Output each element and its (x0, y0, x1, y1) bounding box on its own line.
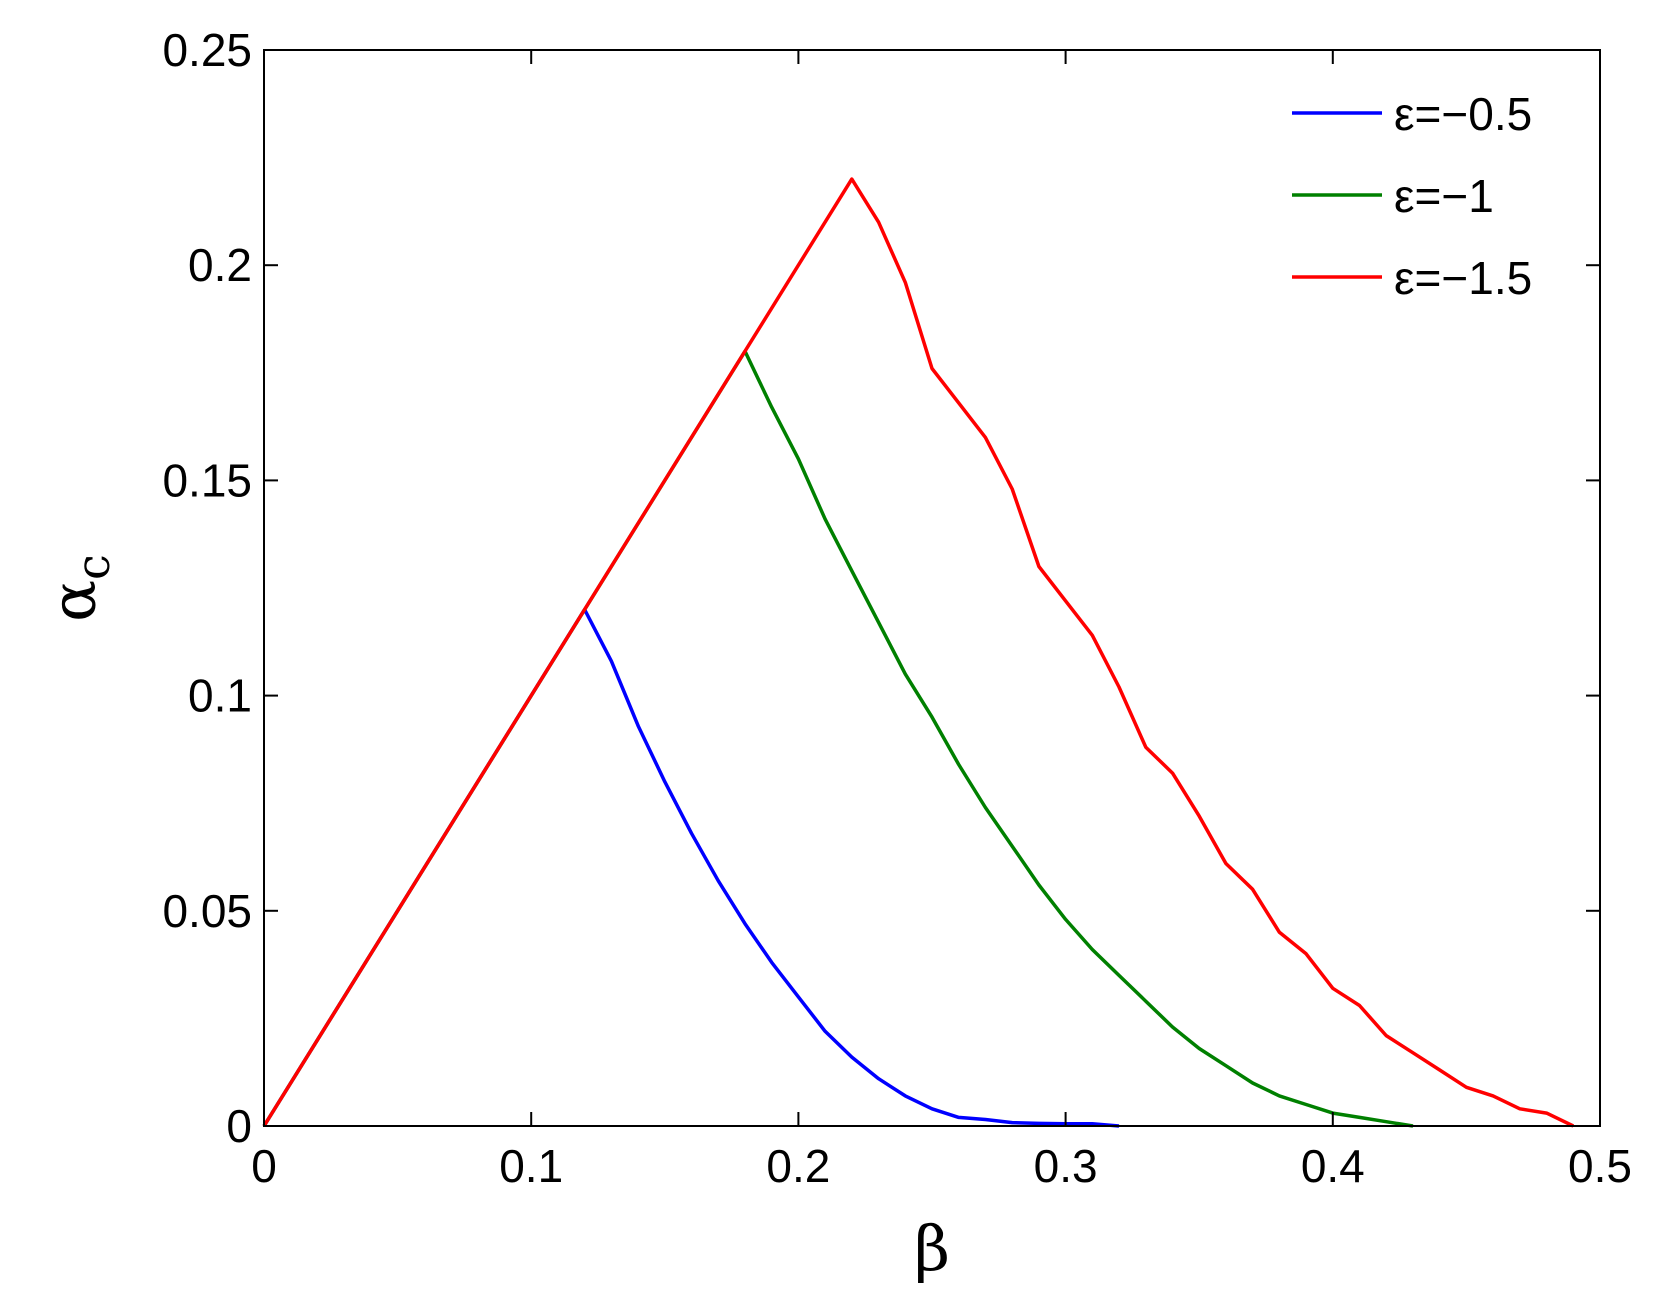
y-tick-label: 0 (226, 1100, 252, 1152)
x-tick-label: 0.2 (766, 1140, 830, 1192)
plot-frame (263, 49, 1601, 1127)
y-tick-label: 0.05 (162, 885, 252, 937)
x-axis-label: β (914, 1212, 950, 1285)
x-tick-label: 0.4 (1301, 1140, 1365, 1192)
legend-label-2: ε=−1.5 (1394, 252, 1532, 304)
y-tick-label: 0.25 (162, 24, 252, 76)
x-tick-label: 0.3 (1034, 1140, 1098, 1192)
legend: ε=−0.5 ε=−1 ε=−1.5 (1292, 88, 1532, 304)
legend-label-1: ε=−1 (1394, 170, 1494, 222)
x-tick-label: 0.1 (499, 1140, 563, 1192)
series-line-1 (262, 349, 1414, 1128)
series-line-2 (262, 177, 1575, 1128)
y-tick-label: 0.1 (188, 670, 252, 722)
x-tick-label: 0 (251, 1140, 277, 1192)
y-axis-label-main: α (37, 580, 110, 622)
tick-layer: 0 0.1 0.2 0.3 0.4 0.5 0 0.05 0.1 0.15 0.2 0.25 (162, 24, 1632, 1192)
y-tick-label: 0.2 (188, 239, 252, 291)
plot-background (264, 50, 1600, 1126)
legend-label-0: ε=−0.5 (1394, 88, 1532, 140)
y-tick-label: 0.15 (162, 454, 252, 506)
series-line-0 (262, 607, 1120, 1128)
y-axis-label-subscript: c (66, 554, 120, 580)
x-tick-label: 0.5 (1568, 1140, 1632, 1192)
y-axis-label: αc (37, 554, 120, 622)
series-layer (262, 177, 1575, 1128)
y-axis-label-group: αc (37, 554, 120, 622)
